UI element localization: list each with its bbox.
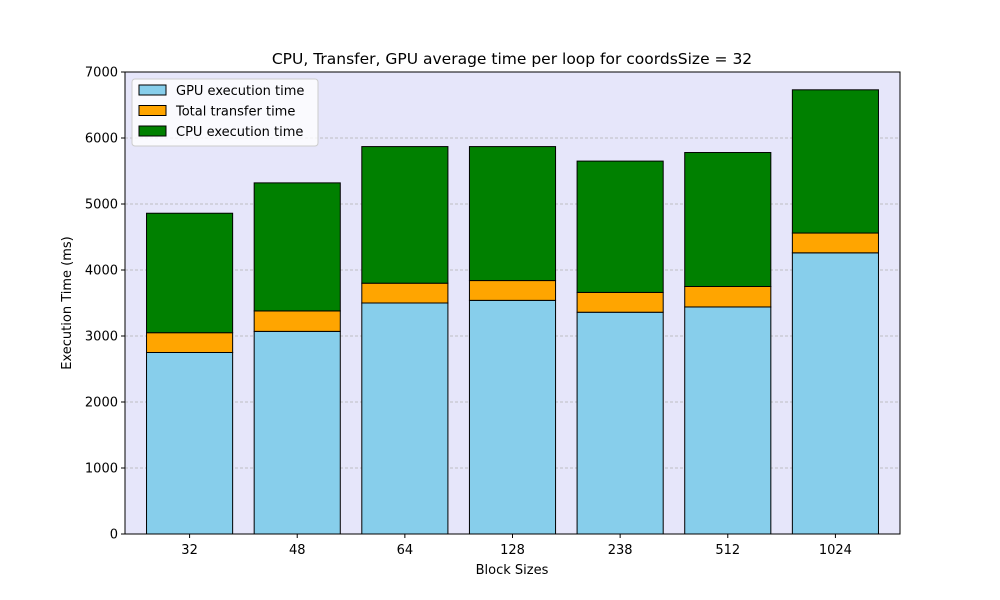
- legend-swatch: [138, 84, 167, 96]
- bar-segment-transfer: [361, 282, 449, 304]
- bar-segment-cpu: [361, 146, 449, 284]
- legend-label: Total transfer time: [175, 105, 295, 120]
- y-tick-label: 7000: [85, 66, 118, 81]
- x-tick-label: 48: [289, 543, 306, 558]
- chart-title: CPU, Transfer, GPU average time per loop…: [272, 50, 752, 68]
- bar-segment-transfer: [253, 310, 341, 332]
- bar-segment-transfer: [468, 280, 557, 301]
- bar-segment-gpu: [361, 302, 449, 535]
- y-tick-label: 0: [110, 528, 118, 543]
- bar-segment-transfer: [684, 286, 772, 308]
- bar-segment-cpu: [468, 146, 557, 282]
- bar-segment-gpu: [468, 299, 557, 535]
- legend-swatch: [138, 105, 167, 116]
- bar-segment-cpu: [684, 152, 772, 287]
- bar-segment-gpu: [576, 311, 664, 535]
- legend-label: GPU execution time: [176, 84, 304, 99]
- x-axis: 32 48 64 128 238 512 1024: [181, 534, 852, 558]
- y-axis: 0 1000 2000 3000 4000 5000 6000 7000: [85, 66, 125, 543]
- bar-segment-gpu: [146, 352, 234, 535]
- x-tick-label: 32: [181, 543, 198, 558]
- y-tick-label: 3000: [85, 330, 118, 345]
- bar-segment-transfer: [576, 291, 664, 313]
- bar-segment-cpu: [576, 160, 664, 293]
- x-axis-title: Block Sizes: [476, 563, 549, 578]
- y-axis-title: Execution Time (ms): [60, 236, 75, 369]
- legend: GPU execution time Total transfer time CPU…: [131, 78, 319, 147]
- x-tick-label: 238: [608, 543, 633, 558]
- bar-segment-cpu: [253, 182, 341, 312]
- y-tick-label: 4000: [85, 264, 118, 279]
- y-tick-label: 5000: [85, 198, 118, 213]
- bar-segment-cpu: [791, 89, 879, 234]
- bar-segment-transfer: [791, 232, 879, 254]
- legend-label: CPU execution time: [176, 125, 303, 140]
- legend-box: [131, 78, 319, 147]
- y-tick-label: 1000: [85, 462, 118, 477]
- y-tick-label: 2000: [85, 396, 118, 411]
- bar-segment-gpu: [791, 252, 879, 535]
- bar-segment-transfer: [146, 332, 234, 354]
- bar-segment-cpu: [146, 212, 234, 334]
- x-tick-label: 1024: [819, 543, 852, 558]
- y-tick-label: 6000: [85, 132, 118, 147]
- x-tick-label: 128: [500, 543, 525, 558]
- x-tick-label: 64: [397, 543, 414, 558]
- x-tick-label: 512: [715, 543, 740, 558]
- legend-swatch: [138, 125, 167, 137]
- bar-segment-gpu: [253, 330, 341, 535]
- bar-segment-gpu: [684, 306, 772, 535]
